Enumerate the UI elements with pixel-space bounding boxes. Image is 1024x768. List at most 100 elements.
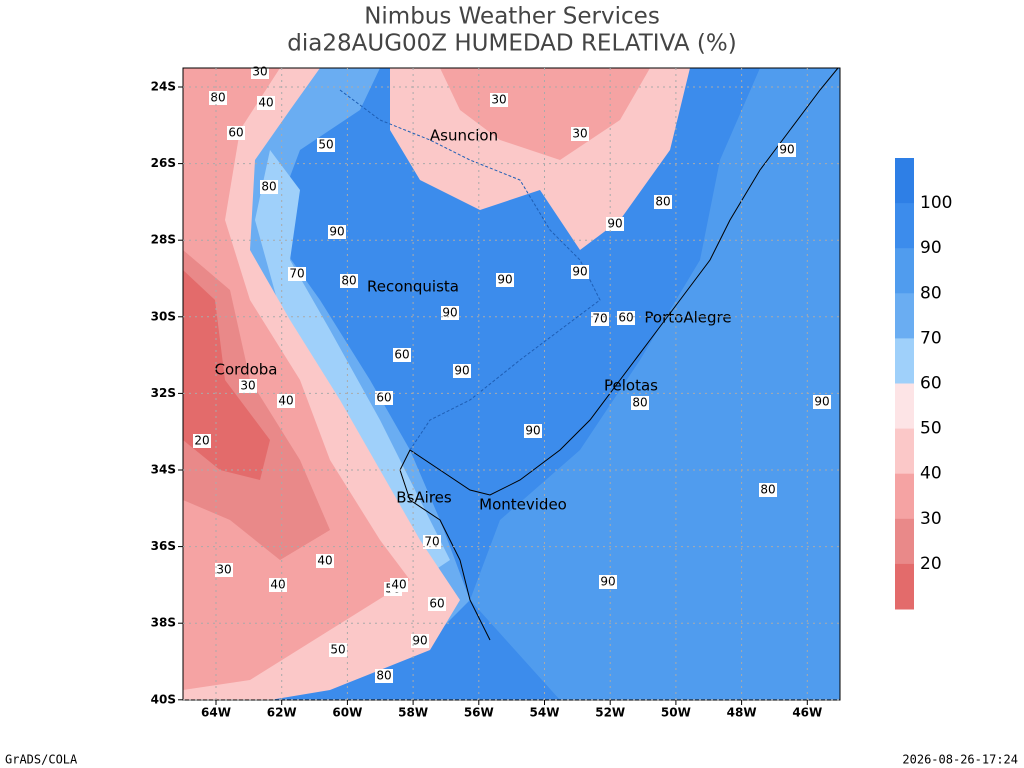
contour-label-box [617, 311, 635, 325]
contour-label: 80 [261, 180, 276, 194]
contour-label: 90 [572, 265, 587, 279]
contour-label-box [496, 273, 514, 287]
colorbar-label: 80 [920, 283, 942, 303]
cities: Asuncion Reconquista Cordoba PortoAlegre… [215, 127, 732, 514]
contour-label-box [606, 217, 624, 231]
lon-label: 64W [201, 706, 231, 720]
contour-label-box [317, 138, 335, 152]
contour-label: 60 [228, 126, 243, 140]
contour-label-box [288, 267, 306, 281]
contour-label: 60 [618, 311, 633, 325]
contour-label-box [428, 597, 446, 611]
field-dry [440, 68, 650, 160]
contour-label: 80 [376, 669, 391, 683]
contour-label-box [390, 578, 408, 592]
colorbar-box [895, 248, 914, 294]
contour-label-box [654, 195, 672, 209]
city-label: PortoAlegre [644, 309, 731, 327]
colorbar-box [895, 383, 914, 430]
map-field [183, 67, 840, 700]
contour-label: 90 [525, 424, 540, 438]
contour-label: 90 [600, 575, 615, 589]
contour-label-box [215, 563, 233, 577]
city-label: Reconquista [367, 278, 459, 296]
contour-label: 50 [330, 643, 345, 657]
contour-label-box [423, 535, 441, 549]
contour-label: 90 [442, 306, 457, 320]
city-label: Montevideo [479, 496, 567, 514]
city-label: BsAires [396, 489, 452, 507]
contour-label: 40 [317, 554, 332, 568]
colorbar-box [895, 518, 914, 565]
coastline [399, 67, 839, 641]
field-dry [183, 270, 270, 480]
field-dry [183, 250, 330, 560]
contour-label: 90 [497, 273, 512, 287]
title: Nimbus Weather Services [364, 4, 660, 30]
lon-label: 60W [332, 706, 362, 720]
contour-label: 30 [240, 379, 255, 393]
lat-label: 28S [151, 233, 176, 247]
field-dry [183, 68, 410, 690]
contour-label: 90 [814, 395, 829, 409]
colorbar-label: 40 [920, 464, 942, 484]
contour-label-box [490, 93, 508, 107]
contour-label-box [453, 364, 471, 378]
city-label: Cordoba [215, 361, 278, 379]
contour-label-box [591, 312, 609, 326]
contour-label-box [209, 91, 227, 105]
lon-label: 58W [398, 706, 428, 720]
contour-label-box [328, 225, 346, 239]
contour-label: 80 [341, 274, 356, 288]
contour-label: 70 [592, 312, 607, 326]
contour-label: 20 [194, 434, 209, 448]
field-ocean [470, 68, 840, 700]
contour-label-box [375, 669, 393, 683]
lon-label: 50W [661, 706, 691, 720]
contour-label: 90 [779, 143, 794, 157]
contour-label: 30 [252, 65, 267, 79]
lat-label: 30S [151, 309, 176, 323]
lon-label: 48W [727, 706, 757, 720]
contour-label: 80 [632, 396, 647, 410]
colorbar-label: 70 [920, 328, 942, 348]
colorbar-box [895, 293, 914, 339]
lat-label: 38S [151, 616, 176, 630]
contour-label-box [524, 424, 542, 438]
contour-label: 30 [572, 127, 587, 141]
contour-label-box [257, 96, 275, 110]
colorbar-label: 30 [920, 509, 942, 529]
contour-label: 60 [429, 597, 444, 611]
lon-label: 56W [464, 706, 494, 720]
contour-label: 70 [424, 535, 439, 549]
colorbar-box [895, 158, 914, 204]
colorbar-box [895, 338, 914, 384]
contour-label-box [375, 391, 393, 405]
contour-label: 40 [258, 96, 273, 110]
colorbar: 100 90 80 70 60 50 40 30 20 [895, 158, 952, 610]
axes: 24S 26S 28S 30S 32S 34S 36S 38S 40S 64W 62W 60W 58W 5… [151, 68, 840, 720]
contour-label: 50 [318, 138, 333, 152]
colorbar-box [895, 428, 914, 475]
contour-label: 80 [655, 195, 670, 209]
colorbar-box [895, 563, 914, 610]
colorbar-label: 100 [920, 193, 952, 213]
footer-right: 2026-08-26-17:24 [902, 753, 1018, 767]
contour-label: 90 [329, 225, 344, 239]
contour-label: 80 [760, 483, 775, 497]
lat-label: 26S [151, 156, 176, 170]
city-label: Asuncion [430, 127, 498, 145]
colorbar-box [895, 203, 914, 249]
contour-label-box [227, 126, 245, 140]
footer-left: GrADS/COLA [5, 753, 78, 767]
contour-label-box [631, 396, 649, 410]
lon-label: 62W [267, 706, 297, 720]
colorbar-label: 60 [920, 374, 942, 394]
lon-label: 54W [530, 706, 560, 720]
contour-label-box [759, 483, 777, 497]
contour-labels: 30 80 40 60 70 40 50 30 50 40 30 80 90 80 90 90 90 60 60 40… [193, 65, 831, 683]
city-label: Pelotas [604, 377, 658, 395]
colorbar-label: 50 [920, 419, 942, 439]
contour-label-box [411, 634, 429, 648]
